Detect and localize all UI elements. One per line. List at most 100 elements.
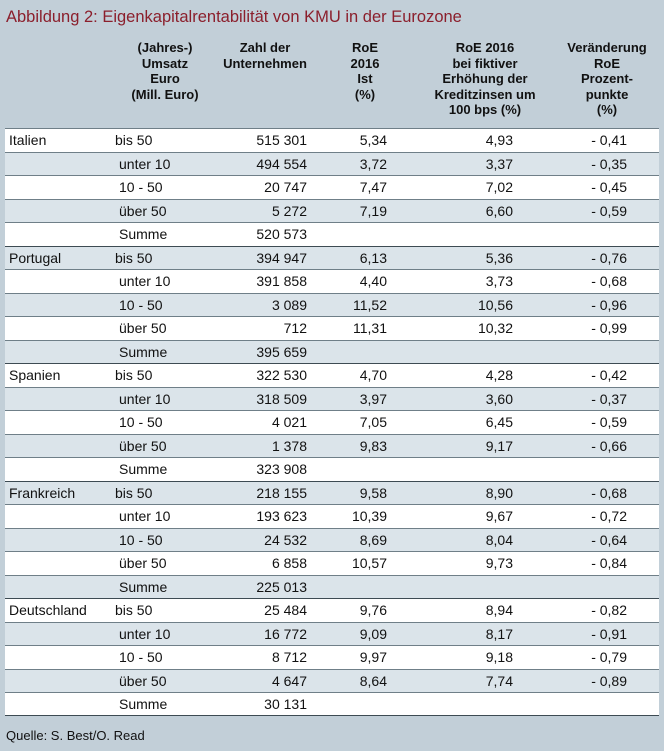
count-cell: 193 623 <box>256 508 307 524</box>
count-cell: 494 554 <box>256 155 307 172</box>
roe-cell: 8,69 <box>359 531 387 548</box>
change-cell: - 0,45 <box>591 179 627 195</box>
roe-fiktiv-cell: 7,02 <box>485 179 513 195</box>
table-row: Spanien bis 50 322 530 4,70 4,28 - 0,42 <box>5 363 659 387</box>
country-cell: Spanien <box>9 367 61 383</box>
roe-cell <box>315 341 387 363</box>
table-row: Summe 323 908 <box>5 457 659 481</box>
roe-fiktiv-cell: 8,04 <box>485 531 513 548</box>
change-cell <box>565 458 627 480</box>
roe-cell: 7,47 <box>359 179 387 195</box>
table-row: Deutschland bis 50 25 484 9,76 8,94 - 0,82 <box>5 598 659 622</box>
size-cell: 10 - 50 <box>119 179 163 195</box>
table-header: (Jahres-) Umsatz Euro (Mill. Euro) Zahl … <box>5 32 659 128</box>
roe-fiktiv-cell: 4,93 <box>485 132 513 148</box>
size-cell: Summe <box>119 343 168 360</box>
roe-cell: 4,40 <box>359 273 387 289</box>
roe-cell: 11,52 <box>353 296 387 313</box>
roe-cell: 9,83 <box>359 437 387 454</box>
change-cell <box>565 341 627 363</box>
change-cell <box>565 223 627 245</box>
roe-cell <box>315 458 387 480</box>
change-cell: - 0,35 <box>591 155 627 172</box>
roe-cell: 8,64 <box>359 672 387 689</box>
size-cell: bis 50 <box>115 484 153 501</box>
roe-fiktiv-cell: 3,37 <box>485 155 513 172</box>
change-cell: - 0,59 <box>591 414 627 430</box>
roe-cell: 7,19 <box>359 202 387 219</box>
size-cell: Summe <box>119 696 168 712</box>
roe-cell: 9,09 <box>359 625 387 642</box>
size-cell: unter 10 <box>119 508 171 524</box>
roe-cell: 7,05 <box>359 414 387 430</box>
change-cell: - 0,89 <box>591 672 627 689</box>
roe-fiktiv-cell: 4,28 <box>485 367 513 383</box>
table-row: Summe 520 573 <box>5 222 659 246</box>
size-cell: über 50 <box>119 320 167 336</box>
count-cell: 318 509 <box>256 390 307 407</box>
roe-fiktiv-cell: 10,56 <box>477 296 513 313</box>
table-row: über 50 4 647 8,64 7,74 - 0,89 <box>5 668 659 692</box>
size-cell: Summe <box>119 461 168 477</box>
table-row: Summe 30 131 <box>5 692 659 716</box>
size-cell: unter 10 <box>119 273 171 289</box>
roe-fiktiv-cell: 8,17 <box>485 625 513 642</box>
table-body: Italien bis 50 515 301 5,34 4,93 - 0,41 unter … <box>5 128 659 716</box>
count-cell: 394 947 <box>256 249 307 266</box>
roe-fiktiv-cell: 10,32 <box>477 320 513 336</box>
count-cell: 5 272 <box>271 202 307 219</box>
roe-cell: 4,70 <box>359 367 387 383</box>
roe-fiktiv-cell: 9,18 <box>485 649 513 665</box>
roe-cell: 9,76 <box>359 602 387 618</box>
change-cell: - 0,79 <box>591 649 627 665</box>
change-cell: - 0,76 <box>591 249 627 266</box>
roe-fiktiv-cell: 8,90 <box>485 484 513 501</box>
size-cell: bis 50 <box>115 249 153 266</box>
table-row: Frankreich bis 50 218 155 9,58 8,90 - 0,68 <box>5 480 659 504</box>
size-cell: 10 - 50 <box>119 531 163 548</box>
change-cell: - 0,42 <box>591 367 627 383</box>
country-cell: Deutschland <box>9 602 87 618</box>
count-cell: 20 747 <box>264 179 307 195</box>
size-cell: bis 50 <box>115 602 153 618</box>
change-cell: - 0,84 <box>591 555 627 571</box>
change-cell: - 0,68 <box>591 273 627 289</box>
figure-title: Abbildung 2: Eigenkapitalrentabilität vo… <box>6 8 462 26</box>
change-cell: - 0,68 <box>591 484 627 501</box>
roe-cell: 3,97 <box>359 390 387 407</box>
table-row: über 50 6 858 10,57 9,73 - 0,84 <box>5 551 659 575</box>
size-cell: über 50 <box>119 437 167 454</box>
count-cell: 322 530 <box>256 367 307 383</box>
data-table: (Jahres-) Umsatz Euro (Mill. Euro) Zahl … <box>5 32 659 716</box>
change-cell: - 0,59 <box>591 202 627 219</box>
change-cell: - 0,99 <box>591 320 627 336</box>
change-cell: - 0,91 <box>591 625 627 642</box>
source-note: Quelle: S. Best/O. Read <box>6 728 145 743</box>
roe-fiktiv-cell <box>435 693 513 715</box>
change-cell: - 0,82 <box>591 602 627 618</box>
table-row: unter 10 16 772 9,09 8,17 - 0,91 <box>5 621 659 645</box>
change-cell: - 0,66 <box>591 437 627 454</box>
roe-fiktiv-cell <box>435 576 513 598</box>
size-cell: bis 50 <box>115 367 153 383</box>
change-cell <box>565 576 627 598</box>
count-cell: 1 378 <box>271 437 307 454</box>
table-row: unter 10 318 509 3,97 3,60 - 0,37 <box>5 386 659 410</box>
size-cell: 10 - 50 <box>119 296 163 313</box>
table-row: Summe 225 013 <box>5 574 659 598</box>
size-cell: unter 10 <box>119 155 171 172</box>
change-cell <box>565 693 627 715</box>
count-cell: 3 089 <box>271 296 307 313</box>
roe-cell: 10,39 <box>351 508 387 524</box>
count-cell: 25 484 <box>264 602 307 618</box>
count-cell: 8 712 <box>271 649 307 665</box>
header-roe-fiktiv: RoE 2016 bei fiktiver Erhöhung der Kredi… <box>434 40 536 117</box>
roe-fiktiv-cell: 7,74 <box>485 672 513 689</box>
roe-fiktiv-cell: 6,60 <box>485 202 513 219</box>
roe-cell: 10,57 <box>351 555 387 571</box>
change-cell: - 0,72 <box>591 508 627 524</box>
roe-cell: 9,97 <box>359 649 387 665</box>
roe-fiktiv-cell: 6,45 <box>485 414 513 430</box>
table-row: 10 - 50 20 747 7,47 7,02 - 0,45 <box>5 175 659 199</box>
change-cell: - 0,64 <box>591 531 627 548</box>
